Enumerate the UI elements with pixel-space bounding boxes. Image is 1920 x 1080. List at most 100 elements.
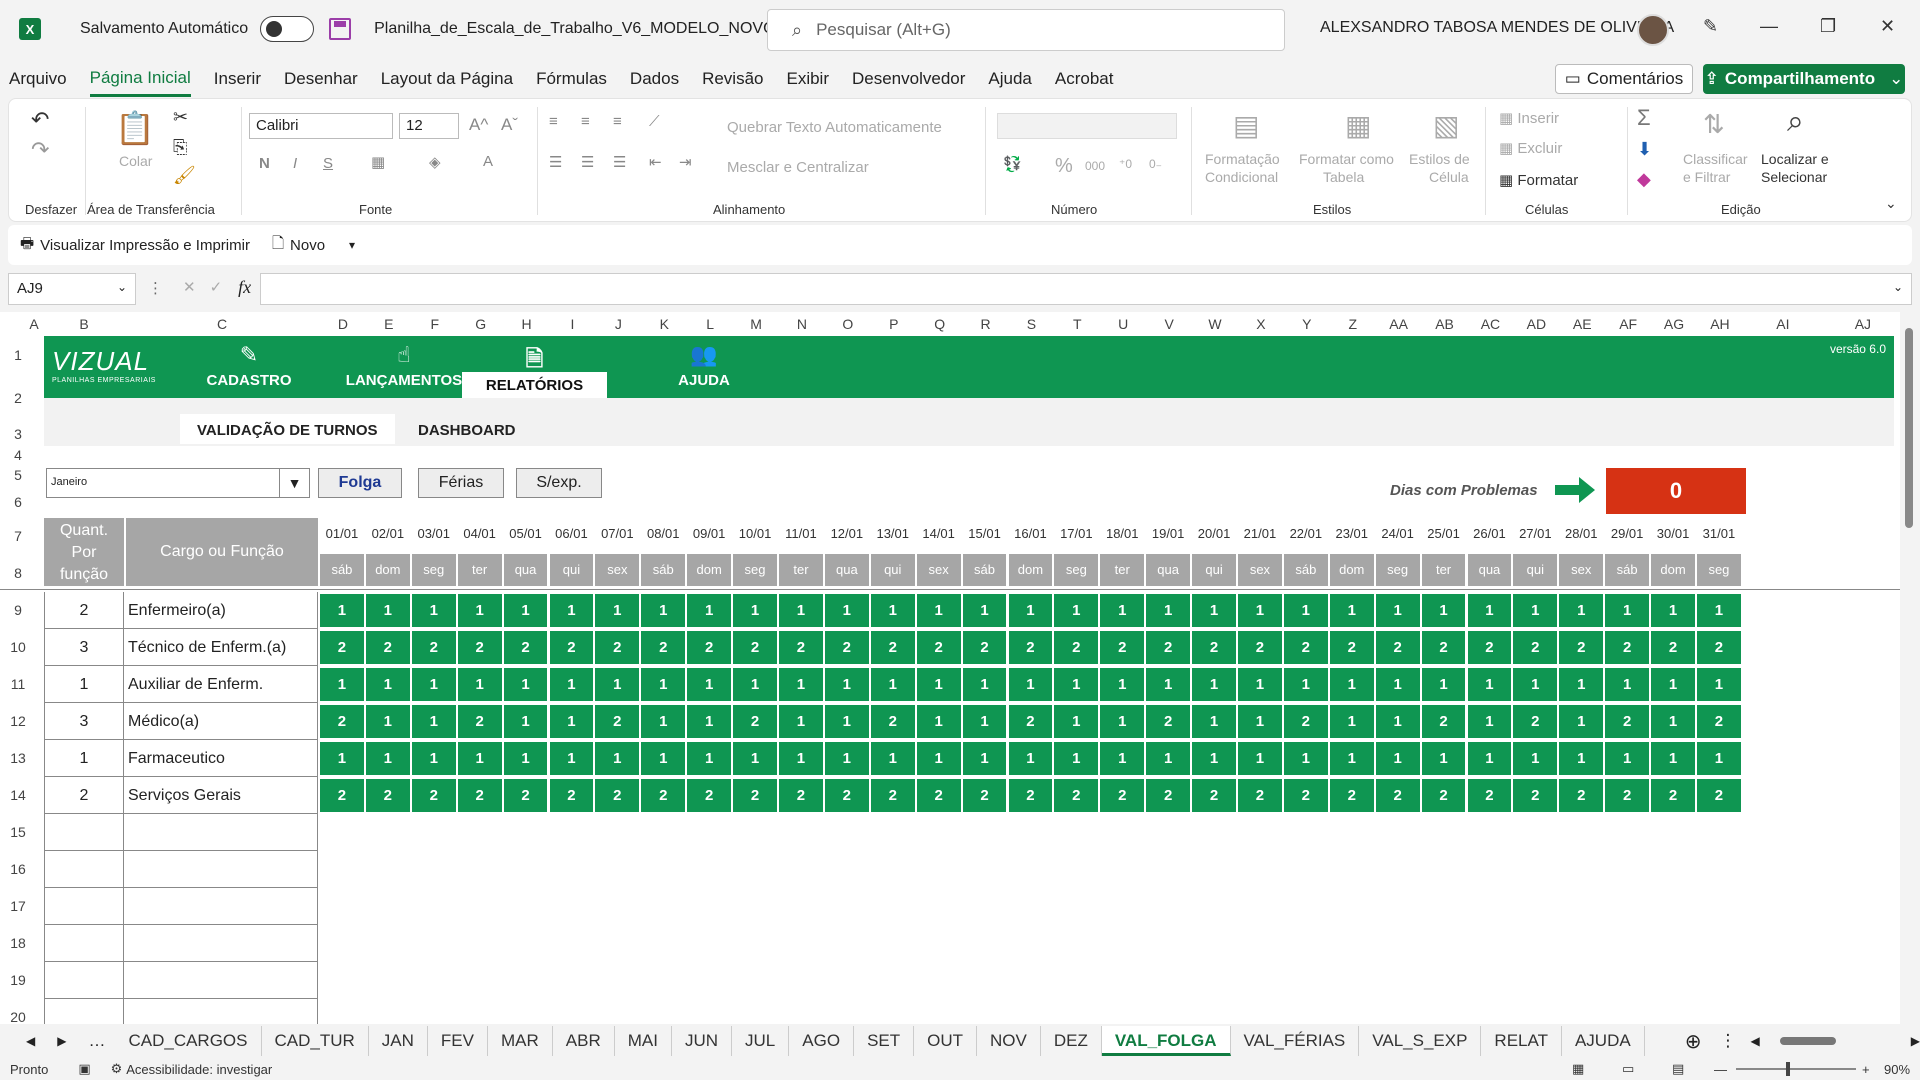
shift-count-cell[interactable]: 1: [779, 668, 823, 701]
chip-folga[interactable]: Folga: [318, 468, 402, 498]
shift-count-cell[interactable]: 1: [779, 742, 823, 775]
row-header[interactable]: 4: [14, 447, 22, 463]
shift-count-cell[interactable]: 1: [733, 594, 777, 627]
print-preview-button[interactable]: Visualizar Impressão e Imprimir: [40, 236, 250, 254]
role-cell[interactable]: [124, 888, 318, 925]
column-header[interactable]: B: [79, 316, 89, 332]
sheet-tab[interactable]: MAI: [615, 1026, 672, 1056]
shift-count-cell[interactable]: 1: [1329, 705, 1374, 738]
qty-cell[interactable]: 1: [44, 666, 124, 703]
shift-count-cell[interactable]: 2: [779, 631, 823, 664]
shift-count-cell[interactable]: 1: [411, 742, 456, 775]
currency-icon[interactable]: 💱: [1003, 156, 1022, 173]
shift-count-cell[interactable]: 2: [457, 705, 502, 738]
sheet-tab[interactable]: FEV: [428, 1026, 488, 1056]
row-header[interactable]: 9: [14, 602, 22, 618]
font-color-icon[interactable]: A: [483, 153, 494, 170]
shift-count-cell[interactable]: 2: [595, 779, 640, 812]
shift-count-cell[interactable]: 1: [457, 594, 502, 627]
row-header[interactable]: 2: [14, 390, 22, 406]
sheet-tab[interactable]: RELAT: [1481, 1026, 1562, 1056]
role-cell[interactable]: Auxiliar de Enferm.: [124, 666, 318, 703]
qty-cell[interactable]: [44, 925, 124, 962]
shift-count-cell[interactable]: 2: [1100, 631, 1145, 664]
shift-count-cell[interactable]: 2: [595, 705, 640, 738]
indent-decrease-icon[interactable]: ⇤: [649, 154, 662, 171]
sheet-tab[interactable]: MAR: [488, 1026, 553, 1056]
qty-cell[interactable]: [44, 814, 124, 851]
shift-count-cell[interactable]: 2: [824, 631, 869, 664]
shift-count-cell[interactable]: 2: [503, 631, 548, 664]
shift-count-cell[interactable]: 1: [1605, 594, 1650, 627]
row-header[interactable]: 8: [14, 565, 22, 581]
shift-count-cell[interactable]: 1: [1559, 742, 1604, 775]
shift-count-cell[interactable]: 2: [1697, 705, 1741, 738]
shift-count-cell[interactable]: 1: [1238, 705, 1282, 738]
row-header[interactable]: 6: [14, 494, 22, 510]
paste-icon[interactable]: 📋: [115, 110, 155, 146]
shift-count-cell[interactable]: 1: [1467, 705, 1512, 738]
shift-count-cell[interactable]: 2: [1605, 705, 1650, 738]
column-header[interactable]: C: [216, 316, 228, 332]
shift-count-cell[interactable]: 1: [549, 705, 594, 738]
shift-count-cell[interactable]: 1: [1375, 742, 1420, 775]
row-header[interactable]: 16: [10, 861, 26, 877]
column-header[interactable]: U: [1118, 316, 1129, 332]
shift-count-cell[interactable]: 1: [687, 742, 732, 775]
shift-count-cell[interactable]: 2: [641, 779, 686, 812]
shift-count-cell[interactable]: 2: [824, 779, 869, 812]
shift-count-cell[interactable]: 1: [870, 594, 915, 627]
shift-count-cell[interactable]: 1: [1192, 742, 1236, 775]
column-header[interactable]: AG: [1663, 316, 1685, 332]
menu-revisao[interactable]: Revisão: [702, 69, 764, 88]
shift-count-cell[interactable]: 1: [365, 594, 410, 627]
shift-count-cell[interactable]: 1: [962, 594, 1007, 627]
shift-count-cell[interactable]: 2: [1559, 631, 1604, 664]
name-box[interactable]: AJ9 ⌄: [8, 273, 136, 305]
sort-filter-label-1[interactable]: Classificar: [1683, 151, 1748, 167]
column-header[interactable]: H: [521, 316, 532, 332]
shift-count-cell[interactable]: 2: [870, 705, 915, 738]
shift-count-cell[interactable]: 2: [1329, 631, 1374, 664]
row-header[interactable]: 14: [10, 787, 26, 803]
column-header[interactable]: AC: [1480, 316, 1501, 332]
conditional-format-label-1[interactable]: Formatação: [1205, 151, 1280, 167]
row-header[interactable]: 19: [10, 972, 26, 988]
copy-icon[interactable]: ⎘: [173, 137, 188, 157]
shift-count-cell[interactable]: 2: [1146, 631, 1191, 664]
qat-dropdown-icon[interactable]: ▾: [349, 238, 356, 252]
shift-count-cell[interactable]: 1: [641, 668, 686, 701]
role-cell[interactable]: Farmaceutico: [124, 740, 318, 777]
shift-count-cell[interactable]: 2: [320, 705, 364, 738]
sheet-tab[interactable]: JAN: [369, 1026, 428, 1056]
shift-count-cell[interactable]: 2: [411, 779, 456, 812]
print-preview-icon[interactable]: 🖶: [20, 234, 35, 252]
dropdown-arrow-icon[interactable]: ▼: [279, 469, 309, 497]
conditional-format-icon[interactable]: ▤: [1233, 110, 1260, 141]
shift-count-cell[interactable]: 1: [320, 668, 364, 701]
shift-count-cell[interactable]: 1: [1283, 594, 1328, 627]
chevron-down-icon[interactable]: ⌄: [116, 280, 127, 294]
shift-count-cell[interactable]: 2: [1375, 631, 1420, 664]
align-top-icon[interactable]: ≡: [549, 113, 558, 130]
shift-count-cell[interactable]: 1: [595, 742, 640, 775]
shift-count-cell[interactable]: 2: [549, 779, 594, 812]
shift-count-cell[interactable]: 2: [1421, 705, 1466, 738]
shift-count-cell[interactable]: 1: [1008, 742, 1053, 775]
shift-count-cell[interactable]: 2: [1421, 631, 1466, 664]
role-cell[interactable]: Enfermeiro(a): [124, 592, 318, 629]
shift-count-cell[interactable]: 2: [870, 779, 915, 812]
shift-count-cell[interactable]: 1: [641, 705, 686, 738]
shift-count-cell[interactable]: 1: [1100, 668, 1145, 701]
shift-count-cell[interactable]: 1: [916, 742, 961, 775]
column-header[interactable]: AI: [1776, 316, 1790, 332]
formula-input[interactable]: ⌄: [260, 273, 1912, 305]
menu-ajuda[interactable]: Ajuda: [988, 69, 1032, 88]
nav-relatorios[interactable]: RELATÓRIOS: [462, 372, 607, 398]
shift-count-cell[interactable]: 1: [1100, 594, 1145, 627]
shift-count-cell[interactable]: 1: [1421, 742, 1466, 775]
shift-count-cell[interactable]: 2: [733, 705, 777, 738]
shift-count-cell[interactable]: 1: [1329, 668, 1374, 701]
shift-count-cell[interactable]: 1: [595, 594, 640, 627]
menu-dados[interactable]: Dados: [629, 69, 680, 88]
